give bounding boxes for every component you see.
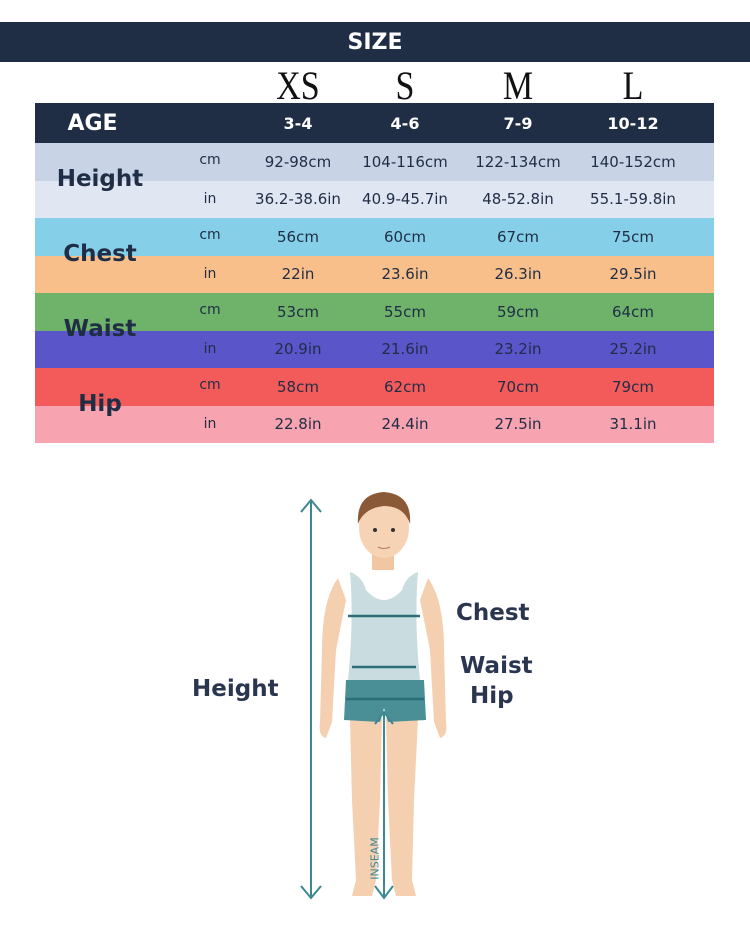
inseam-label: INSEAM <box>368 837 382 880</box>
size-value: 22.8in <box>274 415 322 434</box>
table-row <box>35 218 714 256</box>
size-value: 29.5in <box>609 265 657 284</box>
measurement-label: Hip <box>78 390 122 417</box>
size-value: 31.1in <box>609 415 657 434</box>
size-value: 140-152cm <box>590 152 676 171</box>
size-value: 53cm <box>277 302 319 321</box>
chest-label: Chest <box>456 600 530 626</box>
height-label: Height <box>192 676 279 702</box>
size-value: 60cm <box>384 227 426 246</box>
size-value: 22in <box>281 265 315 284</box>
unit-label: in <box>203 416 217 433</box>
age-value: 3-4 <box>283 113 313 133</box>
unit-label: in <box>203 341 217 358</box>
table-row <box>35 180 714 218</box>
size-value: 24.4in <box>381 415 429 434</box>
hip-label: Hip <box>470 683 514 709</box>
age-value: 7-9 <box>503 113 533 133</box>
size-value: 58cm <box>277 377 319 396</box>
size-label: XS <box>276 62 320 108</box>
table-row <box>35 330 714 368</box>
measurement-label: Height <box>56 165 144 192</box>
table-row <box>35 143 714 181</box>
size-value: 55.1-59.8in <box>590 190 676 209</box>
age-row <box>35 103 714 143</box>
unit-label: in <box>203 266 217 283</box>
unit-label: cm <box>199 376 221 393</box>
size-value: 79cm <box>612 377 654 396</box>
size-value: 67cm <box>497 227 539 246</box>
size-value: 75cm <box>612 227 654 246</box>
measurement-label: Waist <box>63 315 137 342</box>
size-label: L <box>622 62 644 108</box>
size-value: 21.6in <box>381 340 429 359</box>
waist-label: Waist <box>460 653 533 679</box>
size-value: 40.9-45.7in <box>362 190 448 209</box>
unit-label: cm <box>199 301 221 318</box>
unit-label: cm <box>199 151 221 168</box>
size-value: 64cm <box>612 302 654 321</box>
header: SIZE <box>0 22 750 62</box>
size-value: 104-116cm <box>362 152 448 171</box>
size-value: 55cm <box>384 302 426 321</box>
size-value: 23.6in <box>381 265 429 284</box>
body-figure <box>300 492 447 900</box>
table-row <box>35 255 714 293</box>
table-row <box>35 368 714 406</box>
unit-label: in <box>203 191 217 208</box>
table-row <box>35 405 714 443</box>
size-value: 62cm <box>384 377 426 396</box>
size-value: 23.2in <box>494 340 542 359</box>
size-value: 56cm <box>277 227 319 246</box>
age-label: AGE <box>67 110 118 136</box>
size-value: 122-134cm <box>475 152 561 171</box>
size-label: S <box>395 62 415 108</box>
measurement-label: Chest <box>63 240 137 267</box>
size-value: 70cm <box>497 377 539 396</box>
table-row <box>35 293 714 331</box>
size-value: 59cm <box>497 302 539 321</box>
size-value: 36.2-38.6in <box>255 190 341 209</box>
age-value: 10-12 <box>607 113 659 133</box>
age-value: 4-6 <box>390 113 420 133</box>
size-value: 48-52.8in <box>482 190 554 209</box>
size-label: M <box>502 62 534 108</box>
size-value: 20.9in <box>274 340 322 359</box>
unit-label: cm <box>199 226 221 243</box>
size-value: 27.5in <box>494 415 542 434</box>
size-value: 26.3in <box>494 265 542 284</box>
size-value: 92-98cm <box>264 152 332 171</box>
size-value: 25.2in <box>609 340 657 359</box>
